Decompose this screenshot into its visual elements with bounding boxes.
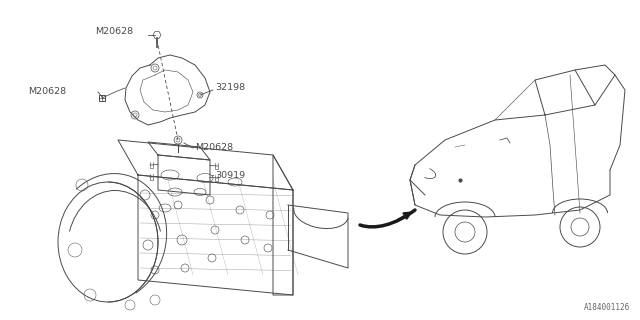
Text: M20628: M20628 xyxy=(195,143,233,153)
Text: 32198: 32198 xyxy=(215,84,245,92)
Text: M20628: M20628 xyxy=(28,87,66,97)
Text: 30919: 30919 xyxy=(215,171,245,180)
Text: A184001126: A184001126 xyxy=(584,303,630,312)
Text: M20628: M20628 xyxy=(95,28,133,36)
